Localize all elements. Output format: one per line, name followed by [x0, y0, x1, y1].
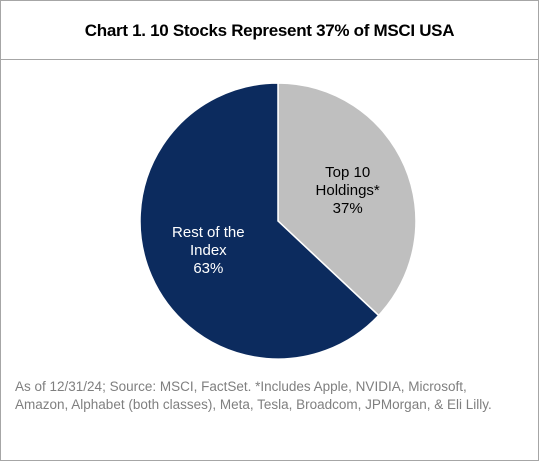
pie-slice — [139, 82, 380, 360]
slice-label: Rest of the Index 63% — [162, 224, 254, 278]
slice-name: Top 10 Holdings* — [315, 163, 380, 199]
slice-value: 37% — [332, 199, 363, 217]
slice-name: Rest of the Index — [172, 224, 245, 260]
slice-label: Top 10 Holdings* 37% — [302, 164, 394, 218]
slice-value: 63% — [193, 260, 224, 278]
chart-title: Chart 1. 10 Stocks Represent 37% of MSCI… — [84, 21, 455, 40]
divider — [1, 59, 538, 60]
pie-slice — [277, 82, 417, 317]
footnote: As of 12/31/24; Source: MSCI, FactSet. *… — [15, 379, 492, 412]
